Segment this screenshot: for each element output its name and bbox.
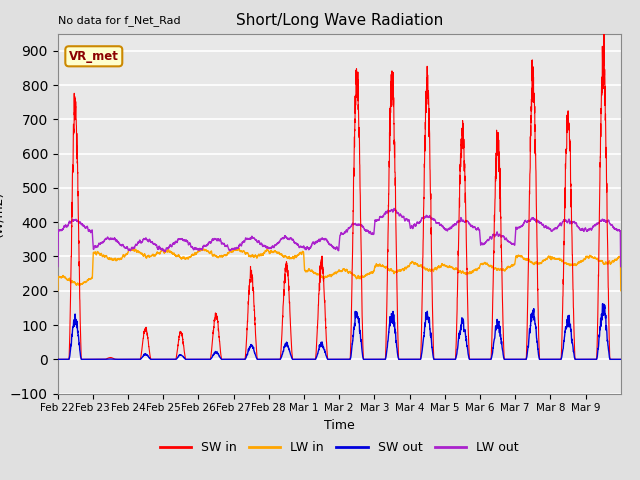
Legend: SW in, LW in, SW out, LW out: SW in, LW in, SW out, LW out	[155, 436, 524, 459]
X-axis label: Time: Time	[324, 419, 355, 432]
Title: Short/Long Wave Radiation: Short/Long Wave Radiation	[236, 13, 443, 28]
Text: VR_met: VR_met	[69, 50, 119, 63]
Y-axis label: (W/m2): (W/m2)	[0, 191, 4, 237]
Text: No data for f_Net_Rad: No data for f_Net_Rad	[58, 15, 180, 26]
